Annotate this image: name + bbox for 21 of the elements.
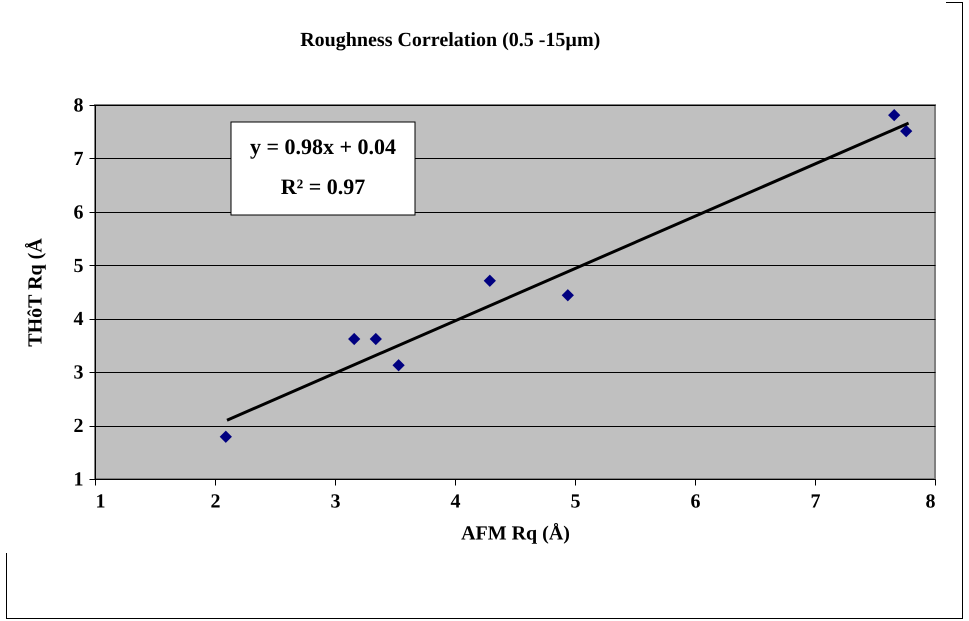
x-tick-label: 6 [690, 490, 700, 512]
x-axis-title: AFM Rq (Å) [461, 522, 570, 544]
x-tick-label: 7 [810, 490, 820, 512]
annotation: R² = 0.97 [280, 174, 366, 199]
y-tick-label: 8 [74, 94, 84, 116]
x-tick-label: 4 [450, 490, 460, 512]
x-tick-label: 8 [926, 490, 936, 512]
y-tick-label: 7 [74, 148, 84, 170]
x-tick-label: 3 [330, 490, 340, 512]
chart-title: Roughness Correlation (0.5 -15µm) [300, 29, 600, 51]
y-tick-label: 6 [74, 201, 84, 224]
x-tick-label: 5 [570, 490, 580, 512]
y-tick-label: 5 [74, 254, 84, 277]
x-tick-label: 1 [96, 490, 106, 512]
y-tick-label: 2 [74, 415, 84, 438]
y-tick-label: 4 [74, 308, 84, 330]
x-tick-label: 2 [210, 490, 220, 512]
y-tick-label: 3 [74, 362, 84, 384]
y-axis-title: THôT Rq (Å [24, 238, 46, 347]
y-tick-label: 1 [74, 468, 84, 490]
annotation: y = 0.98x + 0.04 [250, 134, 396, 159]
